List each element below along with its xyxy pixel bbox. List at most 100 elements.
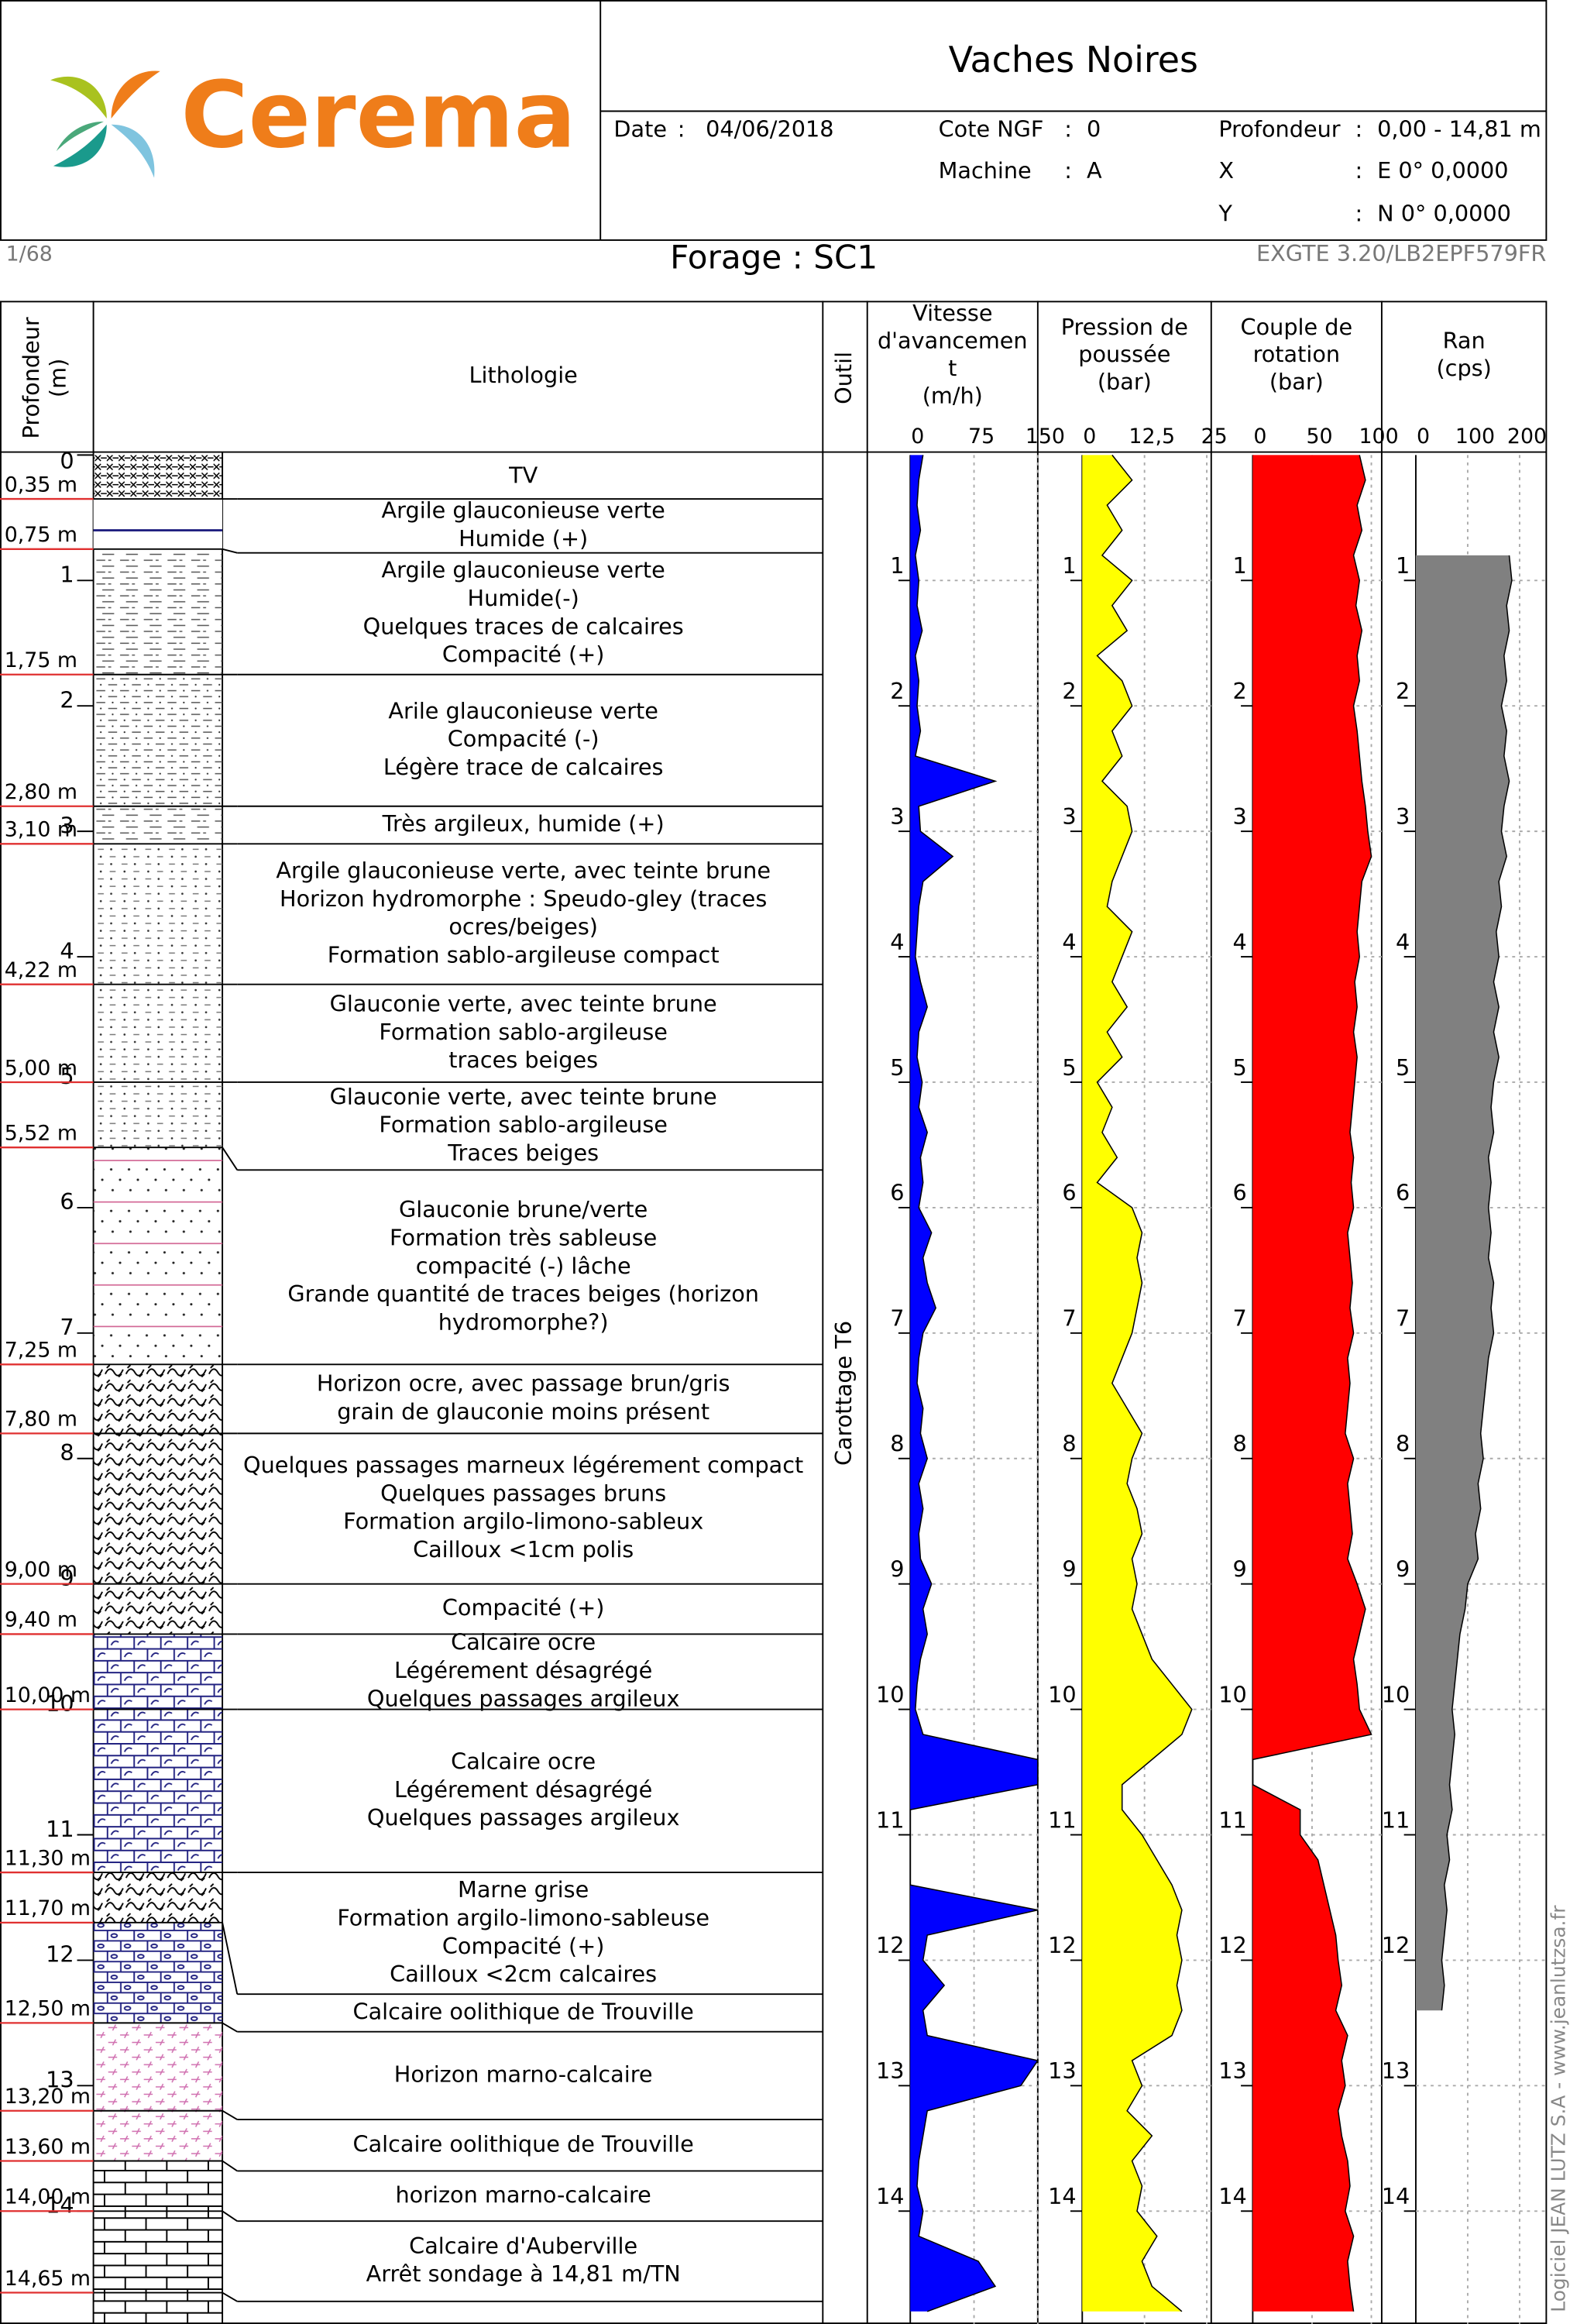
depth-tick-label: 2 — [890, 678, 904, 704]
boundary-label: 10,00 m — [5, 1683, 91, 1707]
layer-description: Quelques passages marneux légérement com… — [243, 1452, 803, 1478]
lithology-pattern — [93, 499, 223, 549]
layer-description: Quelques passages argileux — [367, 1685, 680, 1711]
logo-text: Cerema — [181, 62, 576, 169]
field-label: Cote NGF — [939, 115, 1044, 142]
value-tick-label: 0 — [1083, 425, 1096, 449]
depth-tick-label: 14 — [1218, 2183, 1247, 2209]
description-connector — [222, 2160, 238, 2172]
depth-tick-label: 5 — [1396, 1054, 1410, 1081]
depth-tick-label: 8 — [1396, 1431, 1410, 1457]
depth-tick-label: 8 — [60, 1439, 74, 1466]
lithology-pattern — [93, 806, 223, 844]
layer-description: Argile glauconieuse verte, avec teinte b… — [276, 857, 771, 883]
description-connector — [222, 548, 238, 554]
depth-tick-label: 3 — [1396, 803, 1410, 830]
value-tick-label: 0 — [911, 425, 924, 449]
description-connector — [222, 1147, 239, 1171]
layer-description: Calcaire oolithique de Trouville — [353, 1998, 694, 2024]
boundary-label: 9,40 m — [5, 1608, 77, 1632]
depth-tick-label: 13 — [1048, 2058, 1077, 2084]
field-value: 04/06/2018 — [706, 115, 833, 142]
lithology-pattern — [93, 1634, 223, 1710]
boundary-label: 7,25 m — [5, 1339, 77, 1363]
depth-tick-label: 2 — [1062, 678, 1076, 704]
description-connector — [222, 2210, 238, 2223]
layer-description: Horizon marno-calcaire — [394, 2061, 653, 2087]
depth-tick-label: 12 — [1218, 1932, 1247, 1958]
field-label: Machine — [939, 157, 1032, 184]
track-title: t — [948, 355, 957, 381]
depth-tick-label: 14 — [1382, 2183, 1410, 2209]
boundary-label: 0,35 m — [5, 473, 77, 497]
depth-tick-label: 7 — [1396, 1305, 1410, 1332]
track-title: poussée — [1078, 341, 1170, 367]
software-version: EXGTE 3.20/LB2EPF579FR — [1256, 240, 1546, 266]
layer-description: Très argileux, humide (+) — [382, 810, 665, 837]
tool-label: Carottage T6 — [830, 1321, 857, 1466]
depth-tick-label: 14 — [1048, 2183, 1077, 2209]
depth-tick-label: 4 — [1396, 929, 1410, 955]
layer-description: Légère trace de calcaires — [383, 754, 664, 780]
depth-tick-label: 7 — [1062, 1305, 1076, 1332]
depth-tick-label: 13 — [1382, 2058, 1410, 2084]
depth-tick-label: 1 — [890, 552, 904, 579]
layer-description: Quelques passages argileux — [367, 1804, 680, 1831]
area-fill — [1415, 555, 1512, 2011]
depth-tick-label: 1 — [1396, 552, 1410, 579]
depth-tick-label: 4 — [60, 937, 74, 964]
depth-tick-label: 2 — [1232, 678, 1246, 704]
layer-description: Horizon ocre, avec passage brun/gris — [317, 1370, 730, 1397]
curve — [909, 455, 1039, 2312]
lithology-pattern — [93, 1147, 223, 1365]
depth-tick-label: 6 — [1062, 1180, 1076, 1206]
lithology-pattern — [93, 2211, 223, 2293]
layer-description: hydromorphe?) — [438, 1309, 609, 1336]
lithology-pattern — [93, 1081, 223, 1148]
boundary-label: 14,00 m — [5, 2185, 91, 2209]
value-tick-label: 200 — [1507, 425, 1547, 449]
logo-mark — [50, 70, 160, 178]
lithology-pattern — [93, 1922, 223, 2023]
depth-tick-label: 10 — [876, 1681, 905, 1707]
field-label: Y — [1218, 200, 1232, 226]
description-connector — [222, 2022, 238, 2033]
value-tick-label: 25 — [1201, 425, 1228, 449]
field-separator: : — [1064, 157, 1072, 184]
track-title: Ran — [1443, 327, 1486, 353]
track-title: (m/h) — [922, 382, 983, 408]
layer-description: Quelques traces de calcaires — [363, 613, 684, 639]
depth-tick-label: 10 — [1048, 1681, 1077, 1707]
area-fill — [1252, 455, 1372, 2312]
track-title: (cps) — [1436, 355, 1491, 381]
depth-tick-label: 11 — [876, 1807, 905, 1833]
lithology-pattern — [93, 844, 223, 985]
layer-description: Formation sablo-argileuse compact — [328, 942, 720, 968]
depth-tick-label: 1 — [1232, 552, 1246, 579]
field-value: 0,00 - 14,81 m — [1377, 115, 1541, 142]
depth-tick-label: 7 — [60, 1314, 74, 1340]
layer-description: Calcaire d'Auberville — [409, 2233, 637, 2259]
layer-description: Formation argilo-limono-sableux — [343, 1508, 703, 1535]
depth-tick-label: 0 — [60, 448, 74, 474]
depth-tick-label: 3 — [1232, 803, 1246, 830]
depth-tick-label: 4 — [1232, 929, 1246, 955]
layer-description: Glauconie brune/verte — [399, 1196, 648, 1222]
curve — [1441, 555, 1513, 2011]
boundary-label: 1,75 m — [5, 648, 77, 672]
layer-description: Horizon hydromorphe : Speudo-gley (trace… — [280, 885, 767, 912]
layer-description: Formation sablo-argileuse — [379, 1019, 668, 1045]
site-title: Vaches Noires — [949, 39, 1198, 81]
field-separator: : — [678, 115, 685, 142]
depth-tick-label: 3 — [60, 812, 74, 838]
depth-tick-label: 10 — [1382, 1681, 1410, 1707]
area-fill — [1082, 455, 1192, 2312]
value-tick-label: 150 — [1025, 425, 1065, 449]
layer-description: traces beiges — [448, 1047, 598, 1073]
layer-description: horizon marno-calcaire — [395, 2181, 651, 2208]
layer-description: ocres/beiges) — [448, 913, 598, 940]
page-number: 1/68 — [6, 242, 53, 266]
depth-tick-label: 6 — [1396, 1180, 1410, 1206]
depth-tick-label: 12 — [46, 1941, 74, 1968]
